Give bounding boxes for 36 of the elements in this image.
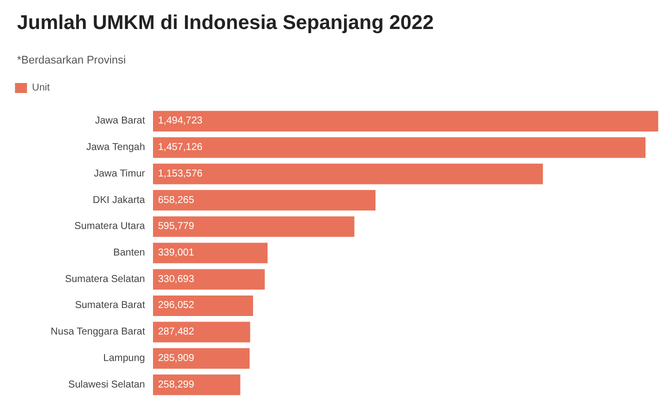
data-label: 258,299 [158, 379, 195, 390]
y-tick-label: Nusa Tenggara Barat [50, 326, 146, 338]
data-label: 658,265 [158, 194, 195, 206]
y-tick-label: Sulawesi Selatan [68, 379, 145, 390]
data-label: 287,482 [158, 326, 195, 338]
bar [153, 110, 658, 132]
bar [153, 295, 254, 316]
y-tick-label: DKI Jakarta [92, 194, 146, 206]
legend-label: Unit [32, 82, 50, 94]
bar [153, 216, 354, 237]
y-tick-label: Banten [113, 248, 145, 258]
data-label: 330,693 [158, 274, 195, 285]
bar [153, 269, 265, 290]
chart-subtitle: *Berdasarkan Provinsi [17, 54, 126, 66]
y-tick-label: Sumatera Barat [74, 300, 146, 312]
data-label: 296,052 [158, 300, 195, 312]
chart-title: Jumlah UMKM di Indonesia Sepanjang 2022 [17, 12, 434, 34]
data-label: 1,153,576 [158, 168, 203, 180]
data-label: 1,457,126 [158, 142, 203, 154]
data-label: 595,779 [158, 221, 195, 232]
y-tick-label: Lampung [103, 352, 145, 364]
y-tick-label: Sumatera Utara [74, 221, 146, 232]
bar [153, 374, 240, 396]
y-tick-label: Jawa Tengah [86, 142, 145, 154]
y-tick-label: Jawa Timur [94, 168, 146, 180]
data-label: 285,909 [158, 352, 195, 364]
bar [153, 190, 376, 211]
bar [153, 137, 646, 158]
data-label: 1,494,723 [158, 116, 203, 127]
bar [153, 242, 268, 264]
data-label: 339,001 [158, 248, 195, 258]
bar [153, 348, 250, 369]
bar [153, 164, 543, 184]
bar [153, 322, 250, 342]
y-tick-label: Sumatera Selatan [64, 274, 145, 285]
y-tick-label: Jawa Barat [94, 116, 146, 127]
